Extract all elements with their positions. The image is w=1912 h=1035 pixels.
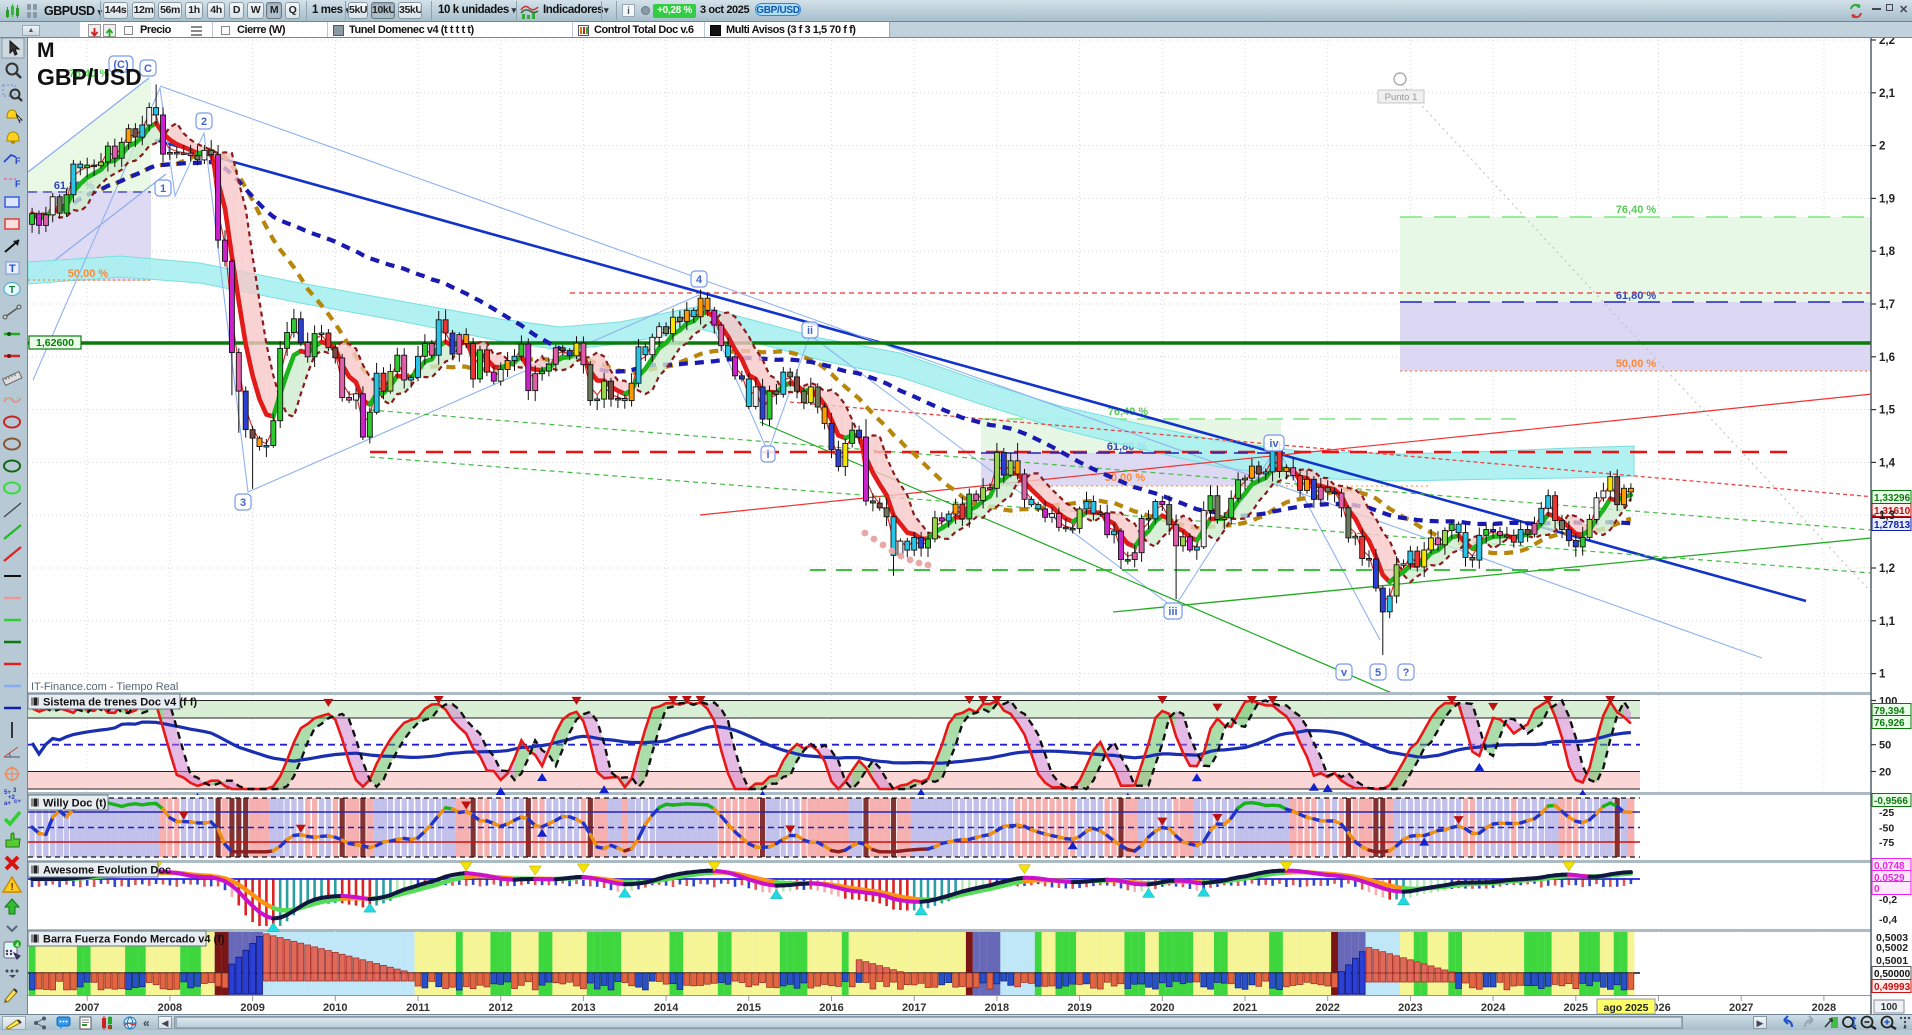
svg-text:GBP/USD: GBP/USD bbox=[37, 64, 142, 90]
svg-text:-25: -25 bbox=[1879, 807, 1894, 819]
svg-text:IT-Finance.com - Tiempo Real: IT-Finance.com - Tiempo Real bbox=[31, 681, 178, 693]
svg-text:F: F bbox=[15, 179, 21, 189]
svg-text:2020: 2020 bbox=[1150, 1002, 1174, 1014]
svg-text:-50: -50 bbox=[1879, 823, 1894, 835]
svg-text:2025: 2025 bbox=[1564, 1002, 1588, 1014]
svg-text:2: 2 bbox=[201, 116, 207, 128]
svg-text:ago 2025: ago 2025 bbox=[1604, 1002, 1649, 1014]
svg-text:-0,2: -0,2 bbox=[1879, 894, 1897, 906]
svg-text:3: 3 bbox=[13, 788, 17, 794]
svg-text:20: 20 bbox=[1879, 767, 1891, 779]
svg-text:2011: 2011 bbox=[406, 1002, 430, 1014]
svg-text:2009: 2009 bbox=[240, 1002, 264, 1014]
svg-text:76,40 %: 76,40 % bbox=[1616, 204, 1657, 216]
svg-text:0,50000: 0,50000 bbox=[1874, 969, 1911, 980]
svg-text:2017: 2017 bbox=[902, 1002, 926, 1014]
svg-text:i: i bbox=[766, 449, 769, 461]
svg-text:1,9: 1,9 bbox=[1879, 193, 1895, 205]
svg-text:1: 1 bbox=[1879, 669, 1886, 681]
svg-text:-0,4: -0,4 bbox=[1879, 914, 1897, 926]
svg-text:T: T bbox=[9, 263, 16, 275]
svg-text:2018: 2018 bbox=[985, 1002, 1009, 1014]
svg-text:F: F bbox=[15, 156, 21, 166]
svg-text:M: M bbox=[37, 39, 55, 62]
svg-text:1,2: 1,2 bbox=[1879, 563, 1895, 575]
svg-text:iii: iii bbox=[1168, 606, 1177, 618]
svg-text:iv: iv bbox=[1269, 438, 1279, 450]
svg-text:ii: ii bbox=[807, 325, 813, 337]
svg-text:2010: 2010 bbox=[323, 1002, 347, 1014]
svg-text:1,7: 1,7 bbox=[1879, 299, 1895, 311]
svg-text:2021: 2021 bbox=[1233, 1002, 1257, 1014]
svg-text:2008: 2008 bbox=[158, 1002, 182, 1014]
svg-text:1: 1 bbox=[160, 183, 166, 195]
svg-text:4: 4 bbox=[696, 274, 703, 286]
svg-text:1,33296: 1,33296 bbox=[1874, 493, 1911, 504]
svg-text:1,6: 1,6 bbox=[1879, 352, 1895, 364]
svg-text:Willy Doc (t): Willy Doc (t) bbox=[43, 798, 107, 810]
svg-text:2028: 2028 bbox=[1812, 1002, 1836, 1014]
svg-text:2027: 2027 bbox=[1729, 1002, 1753, 1014]
svg-text:2015: 2015 bbox=[737, 1002, 761, 1014]
svg-text:3: 3 bbox=[240, 497, 246, 509]
svg-text:2016: 2016 bbox=[819, 1002, 843, 1014]
svg-text:2007: 2007 bbox=[75, 1002, 99, 1014]
svg-text:0,5001: 0,5001 bbox=[1876, 955, 1908, 967]
svg-text:1,4: 1,4 bbox=[1879, 457, 1896, 469]
svg-text:50,00 %: 50,00 % bbox=[1616, 358, 1657, 370]
svg-text:-0,9566: -0,9566 bbox=[1874, 796, 1908, 807]
svg-text:Awesome Evolution Doc: Awesome Evolution Doc bbox=[43, 865, 171, 877]
svg-text:1,5: 1,5 bbox=[1879, 405, 1896, 417]
svg-text:5: 5 bbox=[1375, 667, 1381, 679]
svg-text:2023: 2023 bbox=[1398, 1002, 1422, 1014]
svg-text:1,3: 1,3 bbox=[1879, 510, 1895, 522]
svg-text:2019: 2019 bbox=[1067, 1002, 1091, 1014]
svg-text:2024: 2024 bbox=[1481, 1002, 1506, 1014]
svg-text:Punto 1: Punto 1 bbox=[1385, 92, 1418, 103]
svg-text:1,1: 1,1 bbox=[1879, 616, 1896, 628]
svg-text:C: C bbox=[144, 63, 152, 75]
svg-text:Sistema de trenes Doc v4 (f f): Sistema de trenes Doc v4 (f f) bbox=[43, 697, 197, 709]
svg-text:50: 50 bbox=[1879, 740, 1891, 752]
svg-text:T: T bbox=[9, 285, 15, 296]
svg-text:2012: 2012 bbox=[488, 1002, 512, 1014]
svg-text:0,5002: 0,5002 bbox=[1876, 942, 1908, 954]
svg-text:2014: 2014 bbox=[654, 1002, 679, 1014]
svg-text:1,8: 1,8 bbox=[1879, 246, 1896, 258]
svg-text:2: 2 bbox=[1879, 141, 1885, 153]
svg-text:61,80 %: 61,80 % bbox=[1616, 290, 1657, 302]
svg-text:76,926: 76,926 bbox=[1874, 718, 1905, 729]
svg-text:2013: 2013 bbox=[571, 1002, 595, 1014]
svg-text:c+: c+ bbox=[14, 799, 21, 805]
svg-text:Barra Fuerza Fondo Mercado v4: Barra Fuerza Fondo Mercado v4 (f) bbox=[43, 934, 225, 946]
svg-text:100: 100 bbox=[1881, 1002, 1898, 1013]
svg-text:!: ! bbox=[11, 882, 14, 893]
svg-text:a+: a+ bbox=[4, 801, 11, 807]
svg-text:v: v bbox=[1341, 667, 1348, 679]
svg-text:2022: 2022 bbox=[1315, 1002, 1339, 1014]
svg-text:2,1: 2,1 bbox=[1879, 88, 1896, 100]
svg-text:-75: -75 bbox=[1879, 837, 1894, 849]
svg-text:50,00 %: 50,00 % bbox=[68, 268, 109, 280]
svg-text:?: ? bbox=[1403, 667, 1410, 679]
svg-text:1,62600: 1,62600 bbox=[36, 337, 74, 349]
svg-text:0,49993: 0,49993 bbox=[1874, 982, 1911, 993]
